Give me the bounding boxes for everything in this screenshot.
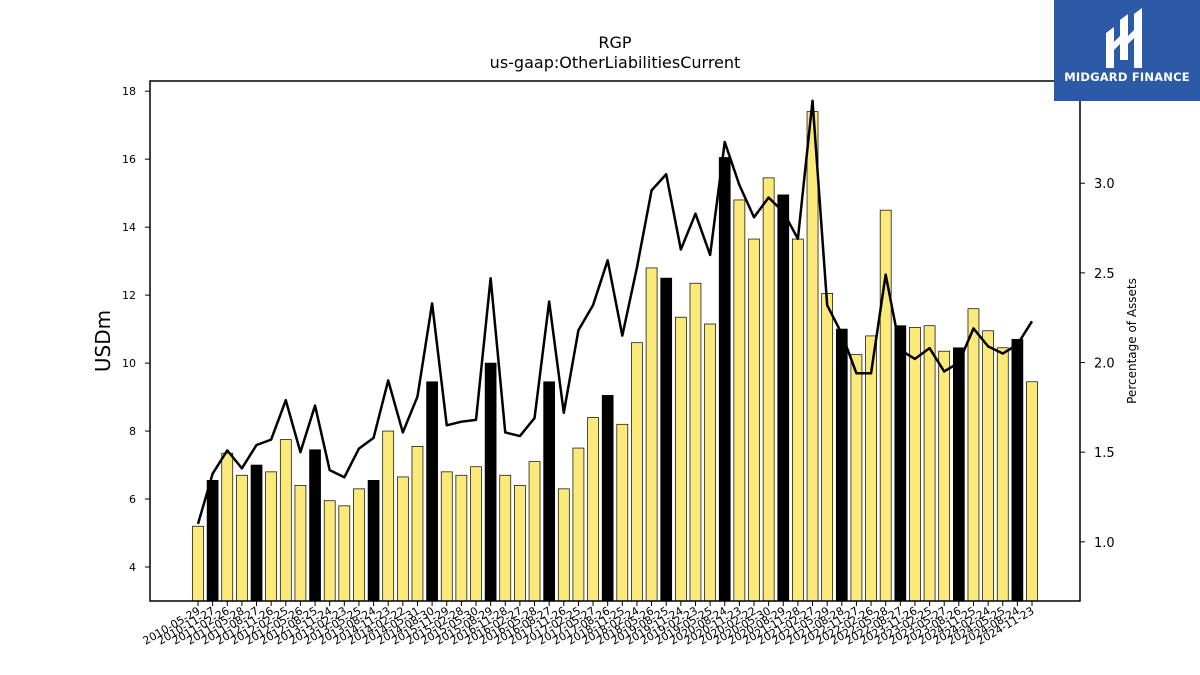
bar (396, 476, 409, 602)
bar (338, 505, 351, 602)
plot-frame (149, 80, 1081, 602)
y2-axis-label: Percentage of Assets (1125, 278, 1139, 404)
bars-group (192, 111, 1038, 602)
bar (952, 347, 965, 602)
bar (484, 362, 497, 602)
y2-tick-label: 2.5 (1094, 267, 1115, 282)
bar (572, 447, 585, 602)
y-axis-label: USDm (91, 310, 115, 372)
bar (835, 328, 848, 602)
y-tick-label: 10 (122, 357, 136, 370)
bar (499, 474, 512, 602)
y2-tick-label: 3.0 (1094, 177, 1115, 192)
series-line (196, 99, 1034, 525)
bar (514, 485, 526, 602)
bar (762, 177, 775, 602)
bar (411, 446, 424, 602)
bar (587, 417, 599, 602)
bar (265, 471, 278, 602)
y2-tick-label: 2.0 (1094, 357, 1115, 372)
bar (733, 199, 746, 602)
bar (631, 342, 643, 602)
bar (982, 330, 994, 602)
bar (601, 395, 614, 602)
brand-name: MIDGARD FINANCE (1064, 70, 1190, 84)
bar (382, 430, 395, 602)
x-axis: 2010-05-292010-11-272011-02-262011-05-28… (141, 601, 1037, 648)
bar (850, 354, 863, 602)
bar (923, 325, 936, 602)
y2-tick-label: 1.0 (1094, 536, 1115, 551)
bar (309, 449, 321, 602)
bar (645, 267, 658, 602)
y-tick-label: 18 (122, 85, 136, 98)
y-tick-label: 6 (129, 493, 136, 506)
bar (967, 308, 980, 602)
bar (455, 474, 468, 602)
brand-logo: MIDGARD FINANCE (1054, 0, 1200, 101)
brand-mark-icon (1106, 8, 1142, 68)
y-tick-label: 12 (122, 289, 136, 302)
bar (557, 488, 570, 602)
bar (909, 327, 921, 602)
bar (353, 488, 365, 602)
y-axis-right: 1.01.52.02.53.03.5 (1080, 88, 1115, 551)
bar (689, 282, 702, 602)
bar (528, 461, 541, 602)
y2-tick-label: 1.5 (1094, 446, 1115, 461)
bar (748, 238, 760, 602)
line-group (196, 99, 1034, 525)
bar (674, 316, 687, 602)
chart-subtitle: us-gaap:OtherLiabilitiesCurrent (490, 53, 741, 72)
bar (250, 464, 263, 602)
bar (996, 347, 1009, 602)
bar (894, 325, 907, 602)
bar (294, 485, 307, 602)
bar (1011, 338, 1024, 602)
bar (206, 480, 219, 602)
bar (718, 157, 731, 602)
bar (192, 525, 204, 602)
y-tick-label: 16 (122, 153, 136, 166)
bar (792, 238, 804, 602)
bar (440, 471, 453, 602)
bar (660, 277, 673, 602)
y-tick-label: 4 (129, 561, 136, 574)
bar (279, 439, 292, 602)
bar (543, 381, 556, 602)
bar (777, 194, 790, 602)
bar (426, 381, 438, 602)
bar (470, 466, 482, 602)
chart-title: RGP (598, 33, 632, 52)
bar (323, 500, 336, 602)
bar (879, 209, 892, 602)
bar (1026, 381, 1038, 602)
bar (938, 350, 951, 602)
y-axis-left: 4 6 8 10 12 14 16 18 (122, 85, 150, 574)
y-tick-label: 14 (122, 221, 136, 234)
y-tick-label: 8 (129, 425, 136, 438)
bar (806, 111, 819, 602)
bar (616, 423, 629, 602)
bar (704, 323, 716, 602)
bar (236, 474, 248, 602)
bar (821, 293, 834, 602)
bar (221, 452, 234, 602)
bar (367, 480, 380, 602)
bar (865, 335, 877, 602)
